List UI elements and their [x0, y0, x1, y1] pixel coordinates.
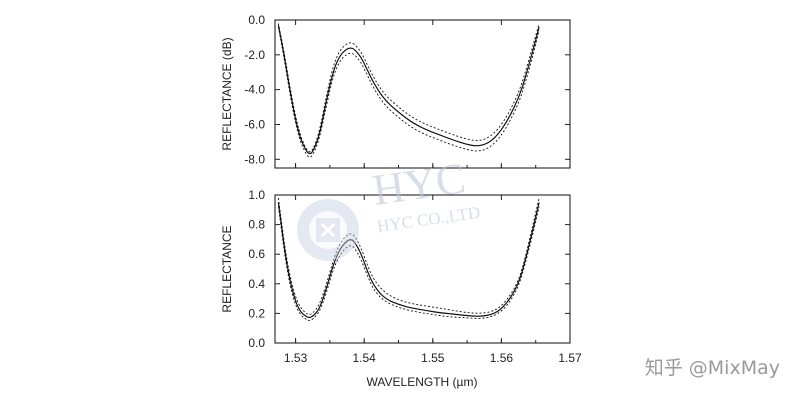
x-tick-label: 1.54 [353, 351, 377, 365]
hyc-logo-icon [297, 199, 359, 261]
reflectance-panel: 0.0 0.2 0.4 0.6 0.8 1.0 1.53 1.54 1.55 1.56 1.57 R… [220, 188, 582, 389]
credit-text: 知乎 @MixMay [645, 357, 780, 379]
reflectance-db-panel: 0.0 -2.0 -4.0 -6.0 -8.0 REFLECTANCE (dB) [220, 13, 571, 169]
y-axis-label: REFLECTANCE [220, 225, 234, 312]
x-tick-label: 1.56 [490, 351, 514, 365]
y-tick-label: 0.4 [248, 277, 265, 291]
panel-marks: 0.0 0.2 0.4 0.6 0.8 1.0 1.53 1.54 1.55 1.56 1.57 [248, 188, 582, 365]
y-tick-label: 0.8 [248, 218, 265, 232]
series-line-bound-2 [277, 26, 540, 158]
y-tick-label: 1.0 [248, 188, 265, 202]
series-line-mean [277, 202, 540, 319]
x-tick-label: 1.53 [284, 351, 308, 365]
y-tick-label: 0.2 [248, 306, 265, 320]
plot-frame [274, 194, 571, 344]
y-tick-label: -6.0 [244, 117, 265, 131]
series-line-mean [277, 25, 540, 155]
series-line-bound-2 [277, 206, 540, 321]
y-tick-label: 0.6 [248, 247, 265, 261]
watermark: HYC HYC CO.,LTD [297, 153, 481, 261]
y-tick-label: 0.0 [248, 336, 265, 350]
y-tick-label: -8.0 [244, 152, 265, 166]
plot-frame [274, 19, 571, 169]
y-axis-label: REFLECTANCE (dB) [220, 37, 234, 150]
x-axis-label: WAVELENGTH (µm) [367, 375, 478, 389]
series-line-bound-0 [277, 23, 540, 153]
series-line-bound-0 [277, 197, 540, 315]
x-tick-label: 1.57 [558, 351, 582, 365]
y-tick-label: 0.0 [248, 13, 265, 27]
y-tick-label: -2.0 [244, 48, 265, 62]
panel-marks: 0.0 -2.0 -4.0 -6.0 -8.0 [244, 13, 571, 168]
y-tick-label: -4.0 [244, 83, 265, 97]
x-tick-label: 1.55 [421, 351, 445, 365]
